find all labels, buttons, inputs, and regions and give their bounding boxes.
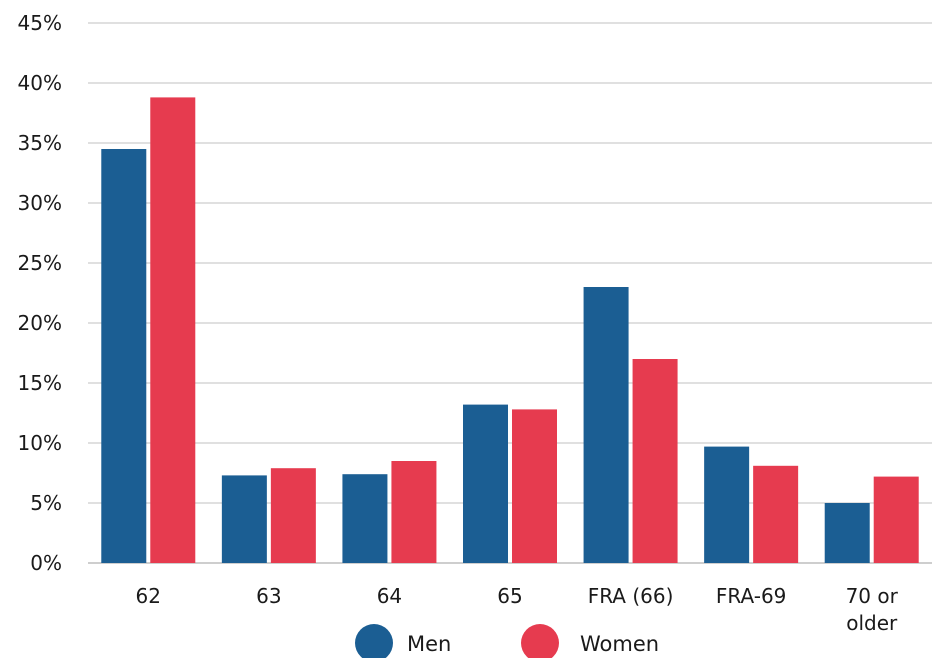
y-tick-label: 35%: [18, 131, 62, 155]
x-tick-label: 65: [497, 584, 522, 608]
x-tick-label: 63: [256, 584, 281, 608]
y-tick-label: 5%: [30, 491, 62, 515]
x-axis: 62 63 64 65 FRA (66) FRA-69 70 or older: [136, 584, 899, 635]
y-tick-label: 15%: [18, 371, 62, 395]
bar-women: [753, 465, 799, 563]
legend: Men Women: [355, 624, 659, 658]
x-tick-label: FRA-69: [716, 584, 787, 608]
bar-women: [270, 468, 316, 563]
y-tick-label: 20%: [18, 311, 62, 335]
bar-men: [101, 149, 147, 563]
x-tick-label: 70 or older: [846, 584, 899, 635]
y-tick-label: 25%: [18, 251, 62, 275]
legend-swatch-men: [355, 624, 393, 658]
x-tick-label: 62: [136, 584, 161, 608]
bar-women: [512, 409, 557, 563]
bar-women: [391, 461, 437, 563]
x-tick-label: 64: [377, 584, 402, 608]
bar-men: [824, 503, 870, 563]
y-tick-label: 30%: [18, 191, 62, 215]
bar-men: [342, 474, 388, 563]
bars: [101, 97, 919, 564]
y-tick-label: 40%: [18, 71, 62, 95]
gridlines: [88, 22, 932, 564]
y-tick-label: 10%: [18, 431, 62, 455]
legend-swatch-women: [521, 624, 559, 658]
x-tick-label: FRA (66): [588, 584, 674, 608]
y-axis: 0% 5% 10% 15% 20% 25% 30% 35% 40% 45%: [18, 11, 62, 575]
y-tick-label: 0%: [30, 551, 62, 575]
bar-women: [873, 476, 919, 563]
bar-men: [221, 475, 267, 563]
bar-men: [463, 404, 508, 563]
legend-label-women: Women: [580, 632, 659, 656]
legend-label-men: Men: [407, 632, 451, 656]
bar-men: [583, 287, 629, 563]
y-tick-label: 45%: [18, 11, 62, 35]
bar-women: [632, 359, 678, 563]
bar-women: [150, 97, 196, 564]
bar-men: [704, 446, 750, 563]
